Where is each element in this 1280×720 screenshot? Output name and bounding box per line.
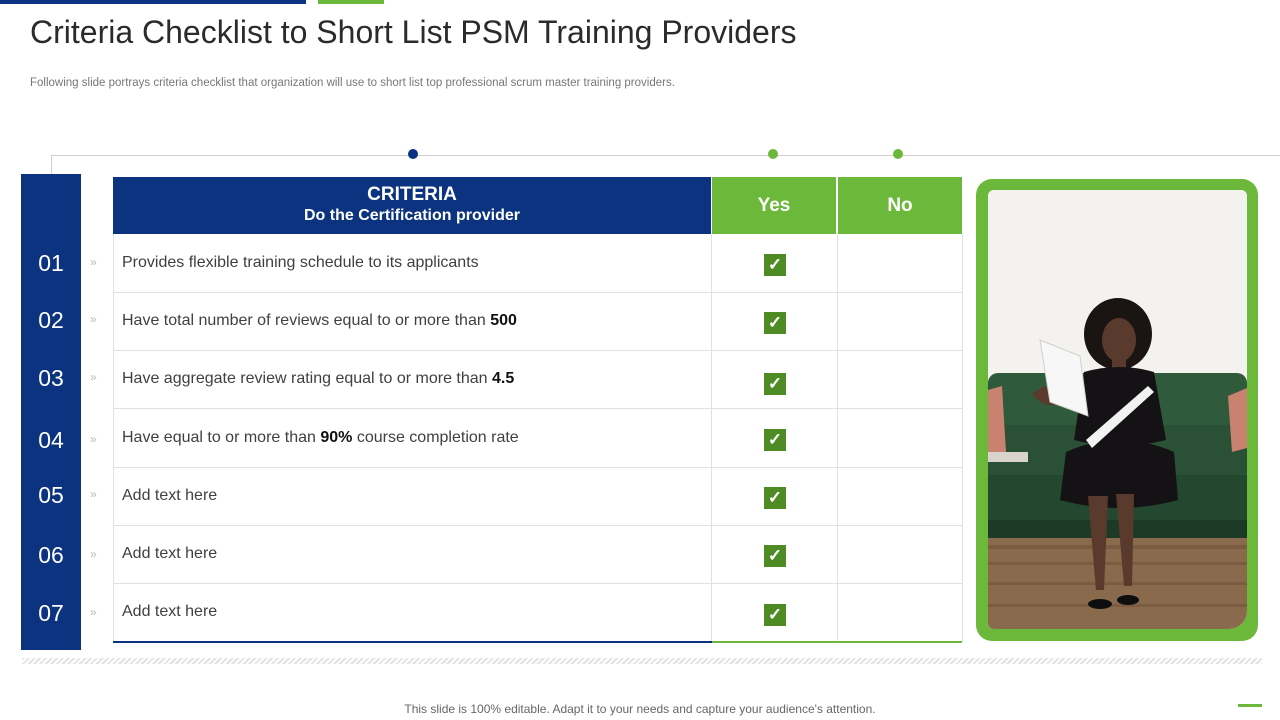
table-right-border bbox=[962, 234, 963, 642]
check-icon: ✓ bbox=[764, 545, 786, 567]
table-bottom-line-green bbox=[712, 641, 962, 643]
table-left-border bbox=[113, 234, 114, 642]
row-number: 07 bbox=[38, 600, 64, 626]
double-chevron-right-icon: » bbox=[90, 370, 97, 384]
woman-reading-photo bbox=[988, 190, 1247, 629]
guide-line bbox=[51, 155, 1280, 156]
criteria-text: Have total number of reviews equal to or… bbox=[122, 312, 517, 329]
table-row: Have equal to or more than 90% course co… bbox=[113, 409, 962, 468]
row-number: 04 bbox=[38, 427, 64, 453]
slide-title: Criteria Checklist to Short List PSM Tra… bbox=[30, 14, 797, 50]
criteria-text: Have equal to or more than 90% course co… bbox=[122, 429, 519, 446]
check-icon: ✓ bbox=[764, 604, 786, 626]
check-icon: ✓ bbox=[764, 429, 786, 451]
yes-header: Yes bbox=[712, 177, 836, 234]
double-chevron-right-icon: » bbox=[90, 487, 97, 501]
criteria-text: Have aggregate review rating equal to or… bbox=[122, 370, 515, 387]
slide-subtitle: Following slide portrays criteria checkl… bbox=[30, 77, 675, 89]
hatched-divider bbox=[22, 658, 1262, 664]
double-chevron-right-icon: » bbox=[90, 547, 97, 561]
row-number: 06 bbox=[38, 542, 64, 568]
row-number: 02 bbox=[38, 307, 64, 333]
table-row: Add text here bbox=[113, 467, 962, 526]
double-chevron-right-icon: » bbox=[90, 255, 97, 269]
guide-line-drop bbox=[51, 155, 52, 175]
table-row: Add text here bbox=[113, 583, 962, 641]
criteria-header: CRITERIA Do the Certification provider bbox=[113, 177, 711, 234]
criteria-text: Add text here bbox=[122, 545, 218, 562]
criteria-text: Add text here bbox=[122, 603, 218, 620]
no-marker-dot bbox=[893, 149, 903, 159]
corner-accent bbox=[1238, 704, 1262, 707]
check-icon: ✓ bbox=[764, 487, 786, 509]
double-chevron-right-icon: » bbox=[90, 432, 97, 446]
no-column-divider bbox=[837, 234, 838, 642]
top-accent-bar-green bbox=[318, 0, 384, 4]
yes-column-divider bbox=[711, 234, 712, 642]
no-header: No bbox=[838, 177, 962, 234]
criteria-text: Add text here bbox=[122, 487, 218, 504]
criteria-header-title: CRITERIA bbox=[367, 184, 457, 205]
table-row: Have aggregate review rating equal to or… bbox=[113, 350, 962, 409]
table-row: Have total number of reviews equal to or… bbox=[113, 292, 962, 351]
criteria-marker-dot bbox=[408, 149, 418, 159]
row-number: 01 bbox=[38, 250, 64, 276]
row-number: 05 bbox=[38, 482, 64, 508]
yes-marker-dot bbox=[768, 149, 778, 159]
criteria-text: Provides flexible training schedule to i… bbox=[122, 254, 479, 271]
table-row: Provides flexible training schedule to i… bbox=[113, 234, 962, 293]
double-chevron-right-icon: » bbox=[90, 312, 97, 326]
check-icon: ✓ bbox=[764, 312, 786, 334]
top-accent-bar-blue bbox=[0, 0, 306, 4]
row-number: 03 bbox=[38, 365, 64, 391]
check-icon: ✓ bbox=[764, 373, 786, 395]
footer-note: This slide is 100% editable. Adapt it to… bbox=[404, 702, 876, 716]
table-row: Add text here bbox=[113, 525, 962, 584]
check-icon: ✓ bbox=[764, 254, 786, 276]
table-bottom-line-blue bbox=[113, 641, 712, 643]
row-number-column: 01 02 03 04 05 06 07 bbox=[21, 174, 81, 650]
double-chevron-right-icon: » bbox=[90, 605, 97, 619]
criteria-header-subtitle: Do the Certification provider bbox=[303, 207, 521, 224]
